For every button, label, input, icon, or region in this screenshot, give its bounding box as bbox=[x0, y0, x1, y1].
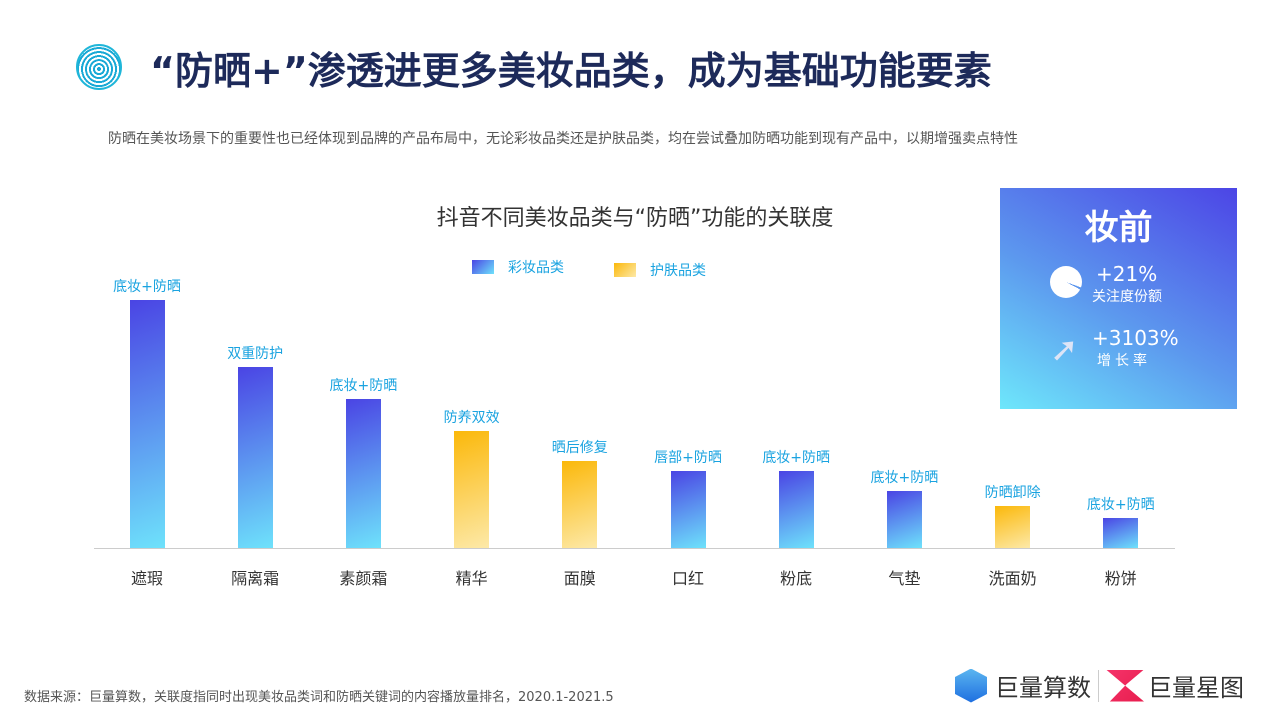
trend-arrow-icon: ➚ bbox=[1050, 330, 1079, 370]
legend-item-makeup: 彩妆品类 bbox=[472, 257, 564, 277]
bar-粉饼 bbox=[1103, 518, 1139, 548]
bar-素颜霜 bbox=[345, 399, 381, 548]
x-tick-label: 洗面奶 bbox=[988, 569, 1037, 588]
data-label: 双重防护 bbox=[227, 345, 284, 362]
data-label: 底妆+防晒 bbox=[113, 279, 181, 295]
logo-icon bbox=[76, 44, 122, 90]
pie-chart-icon bbox=[1050, 266, 1082, 298]
brand-juliang-suanshu: 巨量算数 bbox=[955, 668, 1091, 703]
callout-title: 妆前 bbox=[1084, 208, 1153, 248]
x-tick-label: 精华 bbox=[455, 569, 488, 588]
divider bbox=[1098, 670, 1099, 702]
suanshu-logo-icon bbox=[955, 668, 987, 703]
data-label: 底妆+防晒 bbox=[329, 378, 398, 395]
page-title: “防晒+”渗透进更多美妆品类，成为基础功能要素 bbox=[150, 49, 992, 93]
bar-洗面奶 bbox=[995, 505, 1031, 548]
brand-name: 巨量算数 bbox=[995, 674, 1091, 702]
brand-juliang-xingtu: 巨量星图 bbox=[1106, 668, 1244, 703]
x-tick-label: 面膜 bbox=[563, 569, 596, 588]
bar-遮瑕 bbox=[129, 300, 165, 548]
bar-气垫 bbox=[886, 490, 922, 548]
legend-swatch-yellow bbox=[614, 263, 636, 277]
x-tick-label: 粉饼 bbox=[1104, 569, 1137, 588]
bar-面膜 bbox=[562, 461, 598, 548]
legend-label: 彩妆品类 bbox=[508, 260, 564, 276]
legend-label: 护肤品类 bbox=[650, 263, 706, 279]
x-tick-label: 隔离霜 bbox=[231, 569, 280, 588]
x-tick-label: 气垫 bbox=[888, 569, 921, 588]
x-axis-line bbox=[94, 548, 1175, 549]
callout-label-growth: 增长率 bbox=[1097, 353, 1151, 369]
data-label: 底妆+防晒 bbox=[762, 450, 831, 467]
bar-粉底 bbox=[778, 471, 814, 548]
data-label: 底妆+防晒 bbox=[1086, 497, 1155, 514]
x-tick-label: 素颜霜 bbox=[339, 569, 388, 588]
bar-隔离霜 bbox=[237, 366, 273, 548]
callout-value-share: +21% bbox=[1096, 262, 1158, 286]
xingtu-logo-icon bbox=[1106, 669, 1144, 702]
bar-口红 bbox=[670, 471, 706, 548]
data-label: 晒后修复 bbox=[551, 440, 608, 457]
data-label: 底妆+防晒 bbox=[870, 469, 939, 486]
data-label: 防养双效 bbox=[443, 410, 500, 427]
chart-title: 抖音不同美妆品类与“防晒”功能的关联度 bbox=[436, 206, 834, 231]
data-label: 防晒卸除 bbox=[984, 484, 1041, 501]
legend-swatch-blue bbox=[472, 260, 494, 274]
legend-item-skincare: 护肤品类 bbox=[614, 260, 706, 280]
x-tick-label: 粉底 bbox=[780, 569, 813, 588]
brand-name: 巨量星图 bbox=[1148, 674, 1244, 702]
data-source: 数据来源：巨量算数，关联度指同时出现美妆品类词和防晒关键词的内容播放量排名，20… bbox=[24, 690, 614, 705]
x-tick-label: 口红 bbox=[671, 569, 704, 588]
x-tick-label: 遮瑕 bbox=[130, 569, 163, 588]
data-label: 唇部+防晒 bbox=[654, 450, 722, 467]
callout-label-share: 关注度份额 bbox=[1092, 289, 1162, 305]
bar-精华 bbox=[454, 431, 490, 548]
callout-panel: 妆前 +21% 关注度份额 ➚ +3103% 增长率 bbox=[1000, 188, 1237, 409]
page-subtitle: 防晒在美妆场景下的重要性也已经体现到品牌的产品布局中，无论彩妆品类还是护肤品类，… bbox=[108, 131, 1018, 147]
callout-value-growth: +3103% bbox=[1092, 326, 1179, 350]
